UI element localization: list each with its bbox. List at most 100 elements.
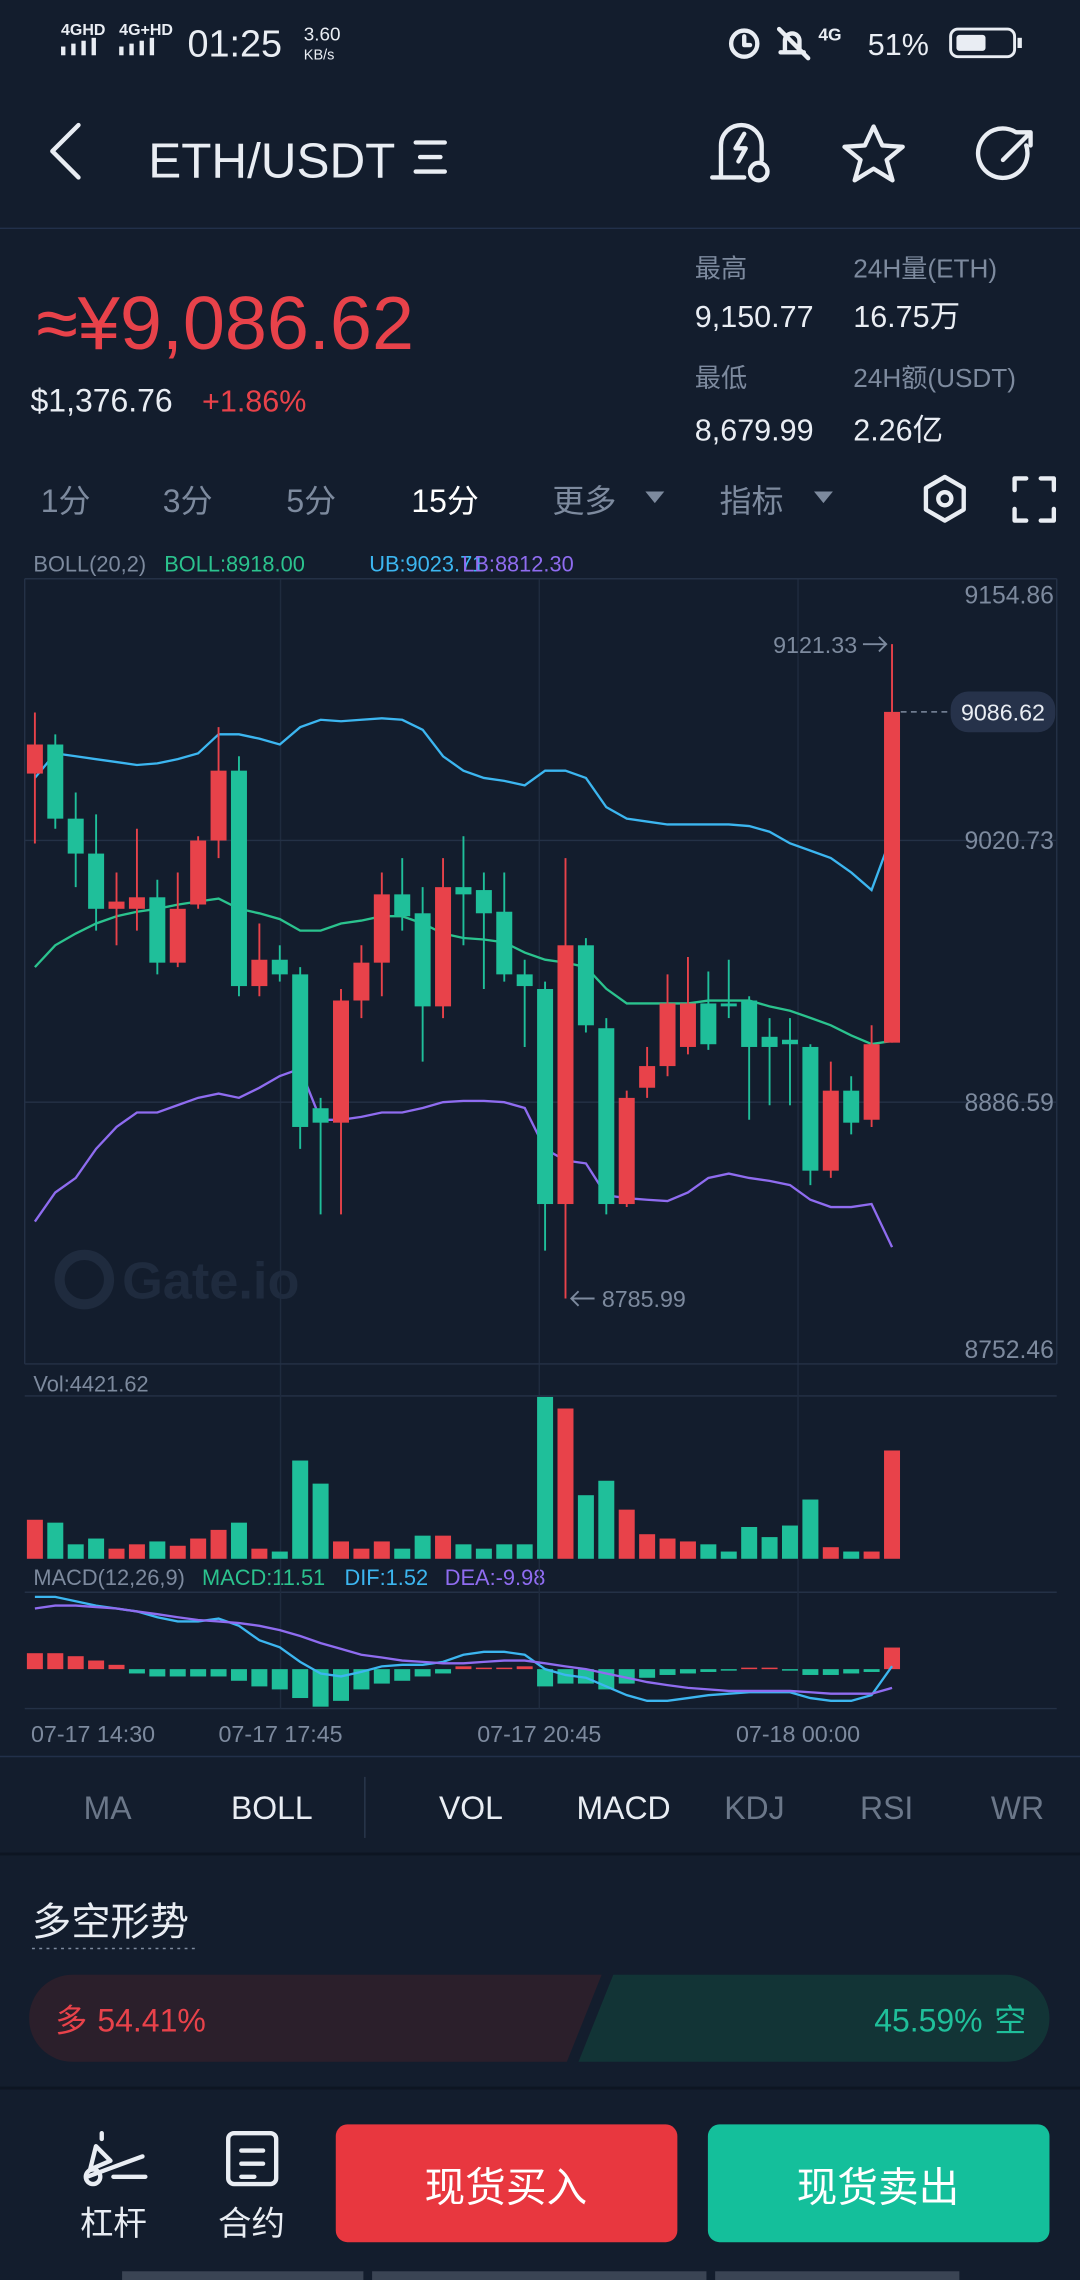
macd-bar bbox=[884, 1647, 901, 1670]
interval-option[interactable]: 1分 bbox=[41, 483, 91, 519]
interval-option[interactable]: 15分 bbox=[411, 483, 479, 519]
net-speed-unit: KB/s bbox=[304, 48, 335, 64]
legend: BOLL:8918.00 bbox=[164, 551, 305, 576]
price-change: +1.86% bbox=[202, 385, 306, 419]
pair-menu-icon[interactable] bbox=[413, 140, 447, 174]
interval-option[interactable]: 3分 bbox=[163, 483, 213, 519]
interval-option[interactable]: 指标 bbox=[720, 483, 784, 519]
boll-line bbox=[33, 1067, 894, 1248]
sell-button[interactable] bbox=[707, 2124, 1050, 2243]
macd-bar bbox=[108, 1664, 125, 1670]
leverage-icon[interactable] bbox=[83, 2130, 148, 2187]
macd-bar bbox=[88, 1660, 105, 1670]
candle-body bbox=[679, 1003, 696, 1047]
volume-bar bbox=[618, 1509, 635, 1559]
net-speed: 3.60 bbox=[304, 25, 341, 46]
volume-bar bbox=[230, 1522, 247, 1559]
macd-bar bbox=[679, 1669, 696, 1674]
volume-bar bbox=[781, 1525, 798, 1559]
vol-legend: Vol:4421.62 bbox=[33, 1372, 148, 1397]
candle-body bbox=[741, 1000, 758, 1047]
fullscreen-icon[interactable] bbox=[1012, 476, 1057, 523]
indicator-tab[interactable]: KDJ bbox=[724, 1790, 784, 1826]
interval-option[interactable]: 5分 bbox=[286, 483, 336, 519]
signal-2 bbox=[119, 37, 155, 56]
volume-bar bbox=[88, 1538, 105, 1559]
candle-body bbox=[292, 974, 309, 1127]
macd-bar bbox=[414, 1669, 431, 1677]
indicator-tab[interactable]: BOLL bbox=[231, 1790, 313, 1826]
volume-bar bbox=[516, 1544, 533, 1559]
indicator-tabs: MA BOLL VOL MACD KDJ RSI WR bbox=[84, 1790, 1045, 1826]
share-icon[interactable] bbox=[975, 126, 1033, 180]
settings-icon[interactable] bbox=[923, 474, 966, 523]
macd-bar bbox=[802, 1669, 819, 1675]
candle-body bbox=[639, 1066, 656, 1088]
candle-body bbox=[720, 1003, 737, 1007]
network-label: 4G bbox=[818, 25, 841, 45]
annotation-arrow bbox=[862, 636, 888, 653]
indicator-tab[interactable]: MA bbox=[84, 1790, 133, 1826]
contract-label[interactable]: 合约 bbox=[218, 2206, 285, 2243]
candle-body bbox=[128, 897, 145, 909]
macd-bar bbox=[394, 1669, 411, 1681]
indicator-tab[interactable]: MACD bbox=[577, 1790, 671, 1826]
indicator-tab[interactable]: VOL bbox=[439, 1790, 503, 1826]
contract-icon[interactable] bbox=[226, 2130, 279, 2187]
x-tick-label: 07-18 00:00 bbox=[736, 1721, 860, 1747]
indicator-tab[interactable]: RSI bbox=[860, 1790, 913, 1826]
favorite-icon[interactable] bbox=[842, 124, 905, 183]
macd-line bbox=[34, 1595, 894, 1703]
candle-body bbox=[373, 894, 390, 963]
candle-body bbox=[455, 887, 472, 895]
interval-option[interactable]: 更多 bbox=[552, 483, 616, 519]
alert-icon[interactable] bbox=[710, 122, 770, 183]
leverage-label[interactable]: 杠杆 bbox=[80, 2206, 147, 2243]
sell-label[interactable]: 现货卖出 bbox=[797, 2164, 960, 2210]
buy-label[interactable]: 现货买入 bbox=[424, 2164, 587, 2210]
candle-body bbox=[516, 974, 533, 987]
back-button[interactable] bbox=[50, 122, 81, 180]
macd-bar bbox=[373, 1669, 390, 1684]
sentiment-bar bbox=[29, 1974, 1050, 2062]
macd-bar bbox=[67, 1656, 84, 1670]
volume-bar bbox=[394, 1548, 411, 1559]
volume-bar bbox=[190, 1538, 207, 1559]
candle-body bbox=[557, 945, 574, 1205]
candle-body bbox=[822, 1090, 839, 1171]
nav-hint bbox=[122, 2271, 960, 2280]
candle-body bbox=[598, 1028, 615, 1205]
candle-body bbox=[230, 770, 247, 987]
stat-label: 24H量(ETH) bbox=[853, 254, 997, 284]
last-price: ≈¥9,086.62 bbox=[36, 282, 414, 366]
indicator-tab[interactable]: WR bbox=[991, 1790, 1044, 1826]
short-bar bbox=[578, 1974, 1050, 2062]
macd-bar bbox=[210, 1669, 227, 1677]
macd-bar bbox=[700, 1669, 717, 1672]
volume-bar bbox=[679, 1541, 696, 1559]
usd-price: $1,376.76 bbox=[31, 382, 173, 418]
pair-title[interactable]: ETH/USDT bbox=[148, 133, 395, 188]
volume-bar bbox=[455, 1544, 472, 1559]
buy-button[interactable] bbox=[335, 2124, 678, 2243]
volume-bar bbox=[822, 1547, 839, 1559]
candle-body bbox=[210, 770, 227, 841]
legend: MACD(12,26,9) bbox=[33, 1565, 184, 1590]
candle-body bbox=[312, 1108, 329, 1123]
stat-label: 最低 bbox=[695, 363, 747, 393]
candle-body bbox=[394, 894, 411, 917]
legend: DIF:1.52 bbox=[344, 1565, 428, 1590]
volume-bar bbox=[128, 1544, 145, 1559]
candle-body bbox=[577, 945, 594, 1026]
candle-body bbox=[802, 1046, 819, 1171]
volume-bar bbox=[169, 1545, 186, 1559]
macd-bar bbox=[149, 1669, 166, 1677]
volume-bar bbox=[435, 1535, 452, 1559]
candle-body bbox=[781, 1039, 798, 1045]
battery-icon bbox=[949, 27, 1022, 59]
candle-body bbox=[149, 897, 166, 963]
y-tick-label: 9154.86 bbox=[965, 582, 1054, 609]
candle-body bbox=[26, 744, 43, 774]
